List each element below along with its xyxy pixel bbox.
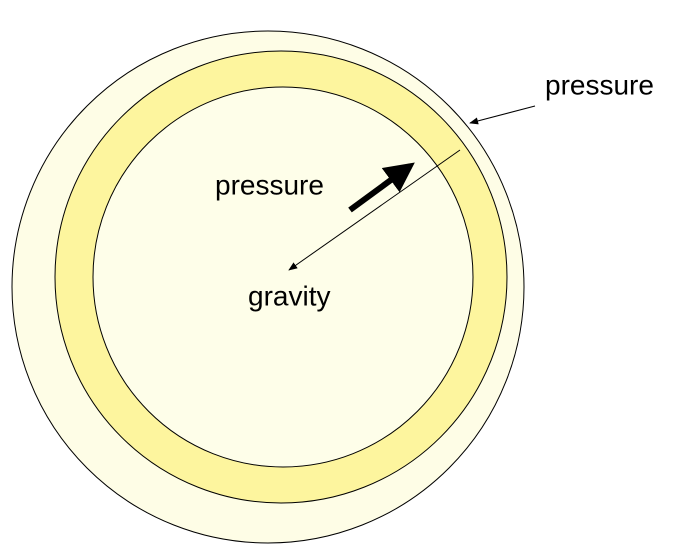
inner-core	[92, 86, 474, 468]
outer-pressure-label: pressure	[545, 69, 654, 100]
gravity-arrow	[288, 149, 461, 271]
pressure-arrow-outer	[469, 105, 536, 125]
inner-pressure-label: pressure	[215, 169, 324, 200]
gravity-label: gravity	[248, 280, 330, 311]
pressure-arrow-inner	[348, 162, 415, 213]
